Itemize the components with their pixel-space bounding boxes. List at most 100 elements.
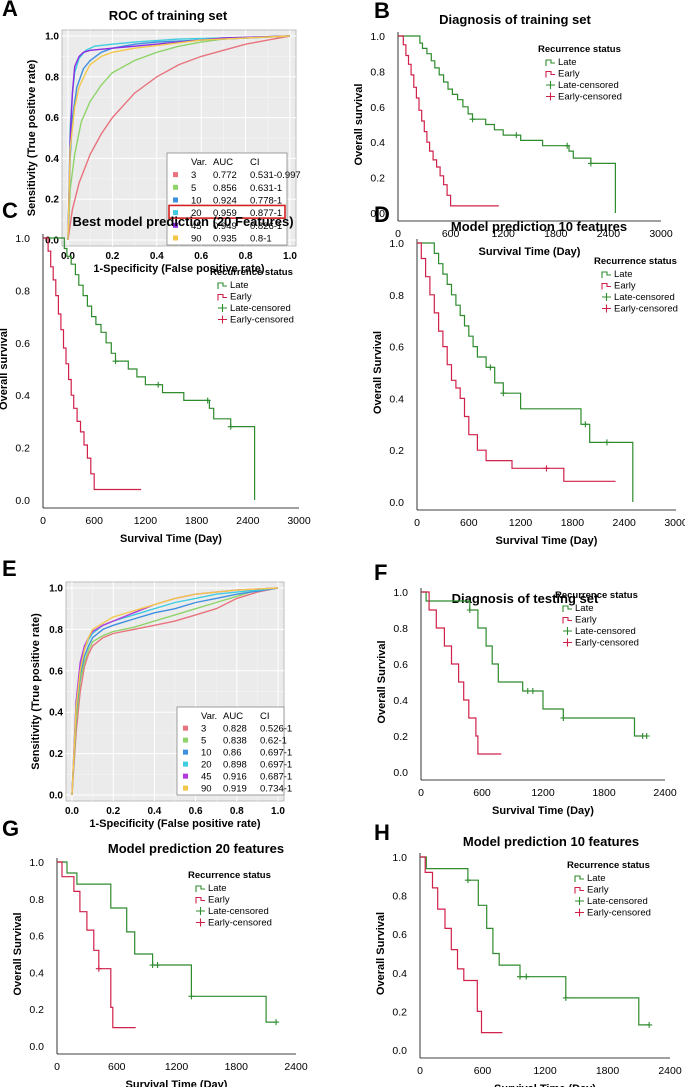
censor-mark	[466, 607, 473, 613]
legend-label: Early	[558, 69, 580, 80]
y-axis-label: Overall Survival	[12, 912, 24, 995]
legend-var: 45	[201, 772, 212, 783]
legend-highlight-box	[168, 204, 286, 219]
roc-curve-var-3	[71, 587, 279, 796]
x-tick-label: 1800	[596, 1065, 620, 1077]
y-tick-label: 1.0	[15, 233, 30, 245]
censor-mark	[646, 1021, 653, 1028]
km-curve-early	[57, 861, 136, 1029]
legend-label: Early-censored	[575, 638, 639, 649]
legend-icon-3	[602, 304, 611, 313]
panel-G: G Model prediction 20 features 0 600 1200 180…	[2, 816, 308, 1087]
legend-var: 3	[201, 724, 206, 735]
y-tick-label: 0.2	[389, 445, 404, 457]
legend-icon-3	[546, 92, 555, 101]
x-tick-label: 0.6	[189, 806, 203, 817]
y-tick-label: 0.2	[393, 731, 408, 743]
censor-mark	[464, 877, 471, 884]
x-tick-label: 0	[54, 1061, 60, 1073]
x-tick-label: 1800	[592, 787, 616, 799]
y-tick-label: 0.4	[45, 154, 59, 165]
y-tick-label: 1.0	[29, 857, 44, 869]
legend-ci: 0.631-1	[250, 183, 282, 194]
legend-label: Late-censored	[587, 896, 648, 907]
y-tick-label: 1.0	[45, 32, 59, 43]
legend-label: Late	[587, 873, 606, 884]
legend-icon-2	[563, 627, 572, 635]
censor-mark	[487, 364, 494, 371]
censor-mark	[587, 160, 594, 167]
legend-title: Recurrence status	[188, 870, 271, 881]
panel-A: A ROC of training set0.00.00.20.20.40.40.…	[2, 0, 301, 275]
legend-ci: 0.826-1	[250, 221, 282, 232]
legend-icon-0	[195, 885, 205, 892]
x-tick-label: 1200	[533, 1065, 557, 1077]
x-tick-label: 3000	[649, 228, 673, 240]
y-tick-label: 0.2	[370, 173, 385, 185]
y-tick-label: 0.0	[370, 208, 385, 220]
legend-swatch-20	[183, 761, 188, 767]
legend-label: Early-censored	[587, 908, 651, 919]
legend-var: 20	[191, 208, 202, 219]
x-tick-label: 600	[474, 1065, 492, 1077]
y-tick-label: 0.2	[29, 1004, 44, 1016]
roc-curve-var-90	[67, 35, 291, 241]
y-tick-label: 0.4	[29, 967, 44, 979]
x-tick-label: 1200	[134, 515, 158, 527]
legend-icon-0	[217, 282, 227, 289]
y-tick-label: 0.6	[49, 666, 63, 677]
y-tick-label: 0.8	[392, 891, 407, 903]
x-tick-label: 0	[414, 517, 420, 529]
panel-letter: D	[374, 202, 390, 227]
km-curve-late	[420, 856, 650, 1026]
km-curve-early	[421, 591, 502, 755]
legend-icon-0	[601, 271, 611, 278]
y-tick-label: 1.0	[370, 31, 385, 43]
x-tick-label: 0.4	[147, 806, 161, 817]
x-tick-label: 3000	[664, 517, 685, 529]
y-tick-label: 0.6	[15, 338, 30, 350]
y-tick-label: 0.6	[392, 929, 407, 941]
y-tick-label: 0.8	[370, 66, 385, 78]
y-axis-label: Sensitivity (True positive rate)	[26, 59, 38, 216]
legend-label: Late-censored	[558, 80, 619, 91]
x-tick-label: 1200	[165, 1061, 189, 1073]
chart-title: ROC of training set	[109, 8, 228, 23]
legend-label: Early	[614, 281, 636, 292]
legend-label: Late	[230, 280, 249, 291]
legend-box	[176, 706, 285, 796]
legend-auc: 0.898	[223, 760, 247, 771]
legend-ci: 0.778-1	[250, 195, 282, 206]
panel-B: B Diagnosis of training set 0 600 1200 1800 24…	[353, 0, 673, 258]
censor-mark	[227, 423, 234, 430]
y-tick-label: 0.4	[370, 137, 385, 149]
chart-title: Model prediction 10 features	[463, 834, 639, 849]
legend-var: 20	[201, 760, 212, 771]
x-axis-label: Survival Time (Day)	[120, 533, 222, 545]
legend-icon-3	[575, 908, 584, 917]
legend-label: Late	[614, 269, 633, 280]
x-tick-label: 2400	[597, 228, 621, 240]
legend-auc: 0.919	[223, 784, 247, 795]
legend-ci: 0.8-1	[250, 233, 272, 244]
censor-mark	[564, 142, 571, 149]
legend-ci: 0.697-1	[260, 760, 292, 771]
censor-mark	[529, 688, 536, 694]
panel-F: F Diagnosis of testing set 0 600 1200 1800 240…	[374, 560, 677, 817]
y-tick-label: 0.0	[29, 1041, 44, 1053]
y-tick-label: 0.8	[389, 290, 404, 302]
x-tick-label: 1200	[492, 228, 516, 240]
panel-letter: B	[374, 0, 390, 23]
legend-ci: 0.734-1	[260, 784, 292, 795]
panel-letter: F	[374, 560, 387, 585]
x-tick-label: 600	[85, 515, 103, 527]
legend-label: Early	[230, 292, 252, 303]
legend-icon-1	[574, 886, 584, 894]
legend-var: 45	[191, 221, 202, 232]
y-tick-label: 0.8	[29, 894, 44, 906]
y-axis-label: Overall survival	[353, 84, 365, 166]
x-axis-label: Survival Time (Day)	[494, 1083, 596, 1087]
x-tick-label: 1200	[531, 787, 555, 799]
x-axis-label: Survival Time (Day)	[492, 805, 594, 817]
